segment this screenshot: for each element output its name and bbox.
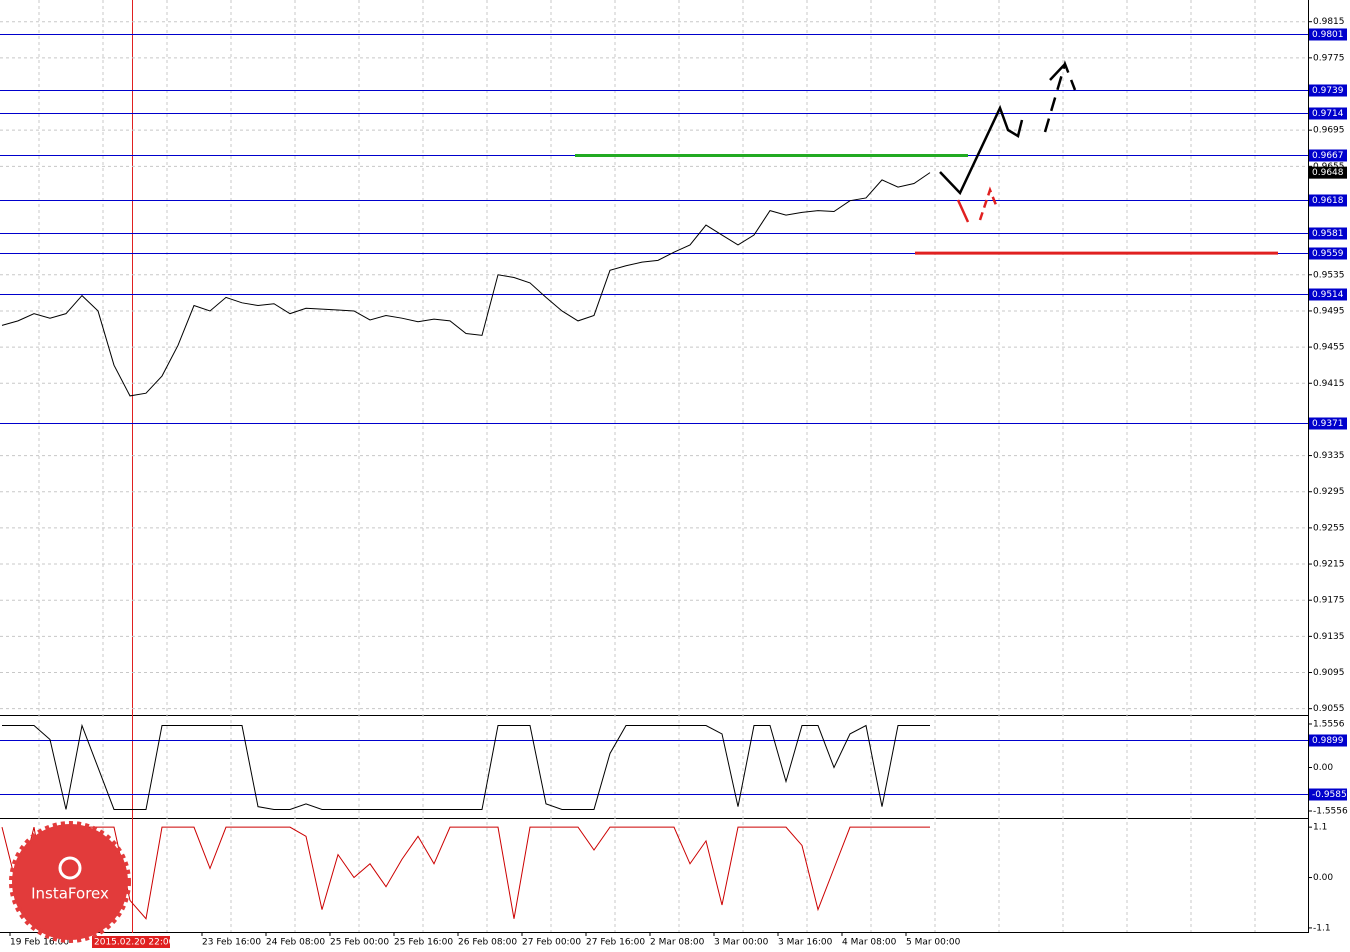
price-tag (1309, 166, 1347, 179)
level-label: 0.9618 (1312, 196, 1344, 206)
x-tick-label: 5 Mar 00:00 (906, 938, 961, 948)
panel-frames (0, 0, 1309, 933)
x-tick-label: 23 Feb 16:00 (202, 938, 261, 948)
series-line (1, 826, 930, 920)
logo-icon (58, 856, 82, 880)
y-tick-label: 0.9095 (1313, 668, 1345, 678)
level-label: 0.9514 (1312, 290, 1344, 300)
x-tick-label: 4 Mar 08:00 (842, 938, 897, 948)
logo-badge (9, 821, 131, 943)
logo: InstaForex (9, 821, 131, 943)
level-label: 0.9371 (1312, 419, 1344, 429)
y-tick-label: 0.9295 (1313, 487, 1345, 497)
y-tick-label: 0.9135 (1313, 632, 1345, 642)
x-tick-label: 27 Feb 00:00 (522, 938, 581, 948)
y-tick-label: -1.1 (1313, 923, 1331, 933)
level-tag (1309, 107, 1347, 120)
y-tick-label: 1.5556 (1313, 719, 1345, 729)
y-tick-label: 0.9335 (1313, 451, 1345, 461)
level-tag (1309, 288, 1347, 301)
y-tick-label: 1.1 (1313, 823, 1327, 833)
level-tag (1309, 28, 1347, 41)
y-tick-label: 0.9215 (1313, 560, 1345, 570)
x-tick-label: 26 Feb 08:00 (458, 938, 517, 948)
level-tag (1309, 788, 1347, 801)
level-label: 0.9899 (1312, 736, 1344, 746)
forecast-arrows (939, 60, 1077, 223)
x-tick-label: 19 Feb 16:00 (10, 938, 69, 948)
level-label: 0.9801 (1312, 30, 1344, 40)
y-tick-label: 0.9175 (1313, 596, 1345, 606)
cursor-tag (92, 936, 170, 948)
level-tag (1309, 194, 1347, 207)
level-label: 0.9667 (1312, 151, 1344, 161)
y-tick-label: 0.9815 (1313, 17, 1345, 27)
series-line (2, 723, 930, 810)
level-label: 0.9581 (1312, 229, 1344, 239)
current-price-label: 0.9648 (1312, 168, 1344, 178)
level-label: 0.9714 (1312, 109, 1344, 119)
y-tick-label: 0.00 (1313, 763, 1333, 773)
level-tag (1309, 84, 1347, 97)
level-tag (1309, 417, 1347, 430)
arrow-head (1049, 63, 1066, 81)
y-tick-label: 0.9535 (1313, 270, 1345, 280)
y-tick-label: -1.5556 (1313, 806, 1348, 816)
level-tag (1309, 149, 1347, 162)
y-tick-label: 0.00 (1313, 873, 1333, 883)
y-tick-label: 0.9055 (1313, 704, 1345, 714)
y-tick-label: 0.9455 (1313, 343, 1345, 353)
y-tick-label: 0.9255 (1313, 523, 1345, 533)
x-tick-label: 25 Feb 00:00 (330, 938, 389, 948)
level-label: 0.9739 (1312, 86, 1344, 96)
level-tag (1309, 227, 1347, 240)
x-tick-label: 25 Feb 16:00 (394, 938, 453, 948)
alt-arrow (978, 186, 998, 221)
logo-text: InstaForex (31, 885, 109, 903)
x-tick-label: 24 Feb 08:00 (266, 938, 325, 948)
alt-arrow (956, 199, 970, 223)
y-tick-label: 0.9495 (1313, 306, 1345, 316)
level-label: 0.9559 (1312, 249, 1344, 259)
x-tick-label: 27 Feb 16:00 (586, 938, 645, 948)
forecast-arrow (1043, 60, 1077, 133)
level-tag (1309, 734, 1347, 747)
level-tag (1309, 247, 1347, 260)
x-tick-label: 2 Mar 08:00 (650, 938, 705, 948)
level-label: -0.9585 (1312, 790, 1347, 800)
x-tick-label: 3 Mar 00:00 (714, 938, 769, 948)
forecast-arrow (939, 104, 1024, 196)
series-line (1, 172, 931, 397)
y-tick-label: 0.9415 (1313, 379, 1345, 389)
x-tick-label: 3 Mar 16:00 (778, 938, 833, 948)
cursor-time-label: 2015.02.20 22:00 (94, 938, 175, 948)
y-tick-label: 0.9695 (1313, 126, 1345, 136)
y-tick-label: 0.9775 (1313, 53, 1345, 63)
